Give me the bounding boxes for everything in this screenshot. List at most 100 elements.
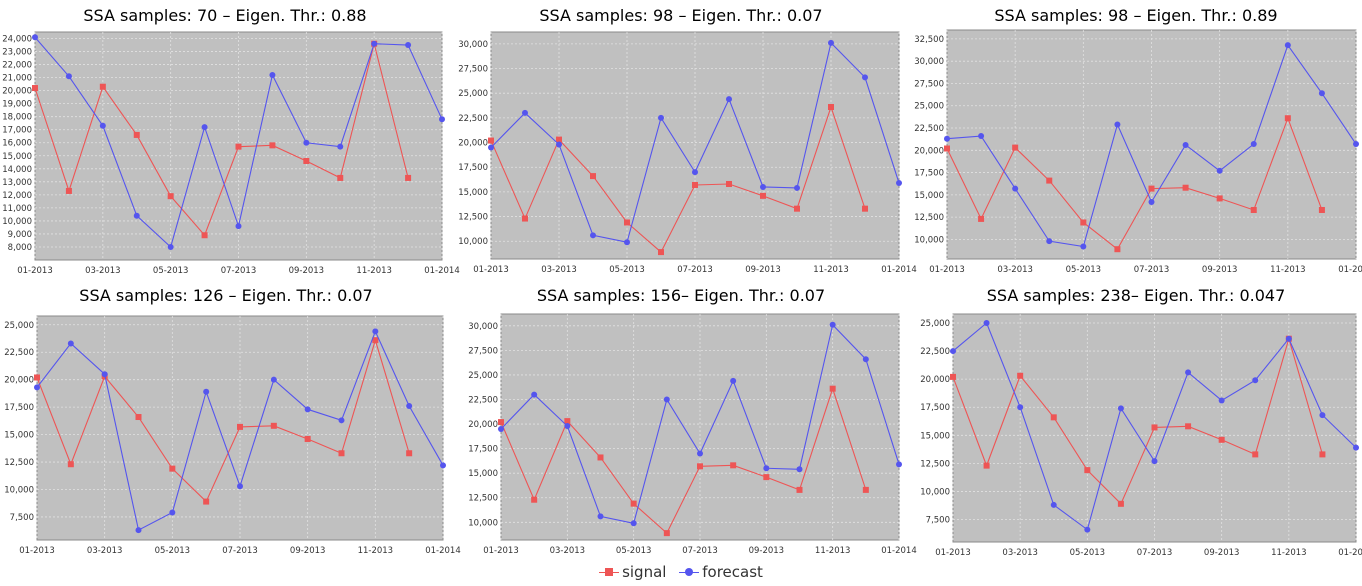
signal-point xyxy=(167,193,174,200)
x-tick-label: 07-2013 xyxy=(677,265,713,275)
forecast-point xyxy=(203,388,210,395)
y-tick-label: 18,000 xyxy=(2,113,32,123)
forecast-point xyxy=(270,376,277,383)
signal-point xyxy=(1182,184,1189,191)
forecast-point xyxy=(1151,458,1158,465)
x-tick-label: 09-2013 xyxy=(290,546,326,556)
x-tick-label: 11-2013 xyxy=(1270,265,1306,275)
chart-panel-3: SSA samples: 98 – Eigen. Thr.: 0.89 10,00… xyxy=(910,6,1362,281)
forecast-point xyxy=(944,135,950,142)
y-tick-label: 7,500 xyxy=(10,513,34,523)
x-tick-label: 05-2013 xyxy=(155,546,191,556)
chart-title: SSA samples: 98 – Eigen. Thr.: 0.07 xyxy=(539,6,823,25)
forecast-point xyxy=(1353,141,1359,148)
legend-label-signal: signal xyxy=(622,562,667,581)
signal-point xyxy=(597,454,604,461)
chart-panel-5: SSA samples: 156– Eigen. Thr.: 0.07 10,00… xyxy=(454,286,917,561)
y-tick-label: 10,000 xyxy=(2,217,32,227)
x-tick-label: 11-2013 xyxy=(1271,548,1307,558)
forecast-point xyxy=(1318,90,1325,97)
forecast-point xyxy=(862,356,869,363)
signal-point xyxy=(564,418,571,425)
forecast-point xyxy=(1252,377,1259,384)
y-tick-label: 12,500 xyxy=(458,213,488,223)
chart-title: SSA samples: 98 – Eigen. Thr.: 0.89 xyxy=(994,6,1278,25)
y-tick-label: 15,000 xyxy=(468,469,498,479)
forecast-point xyxy=(1216,167,1223,174)
forecast-point xyxy=(235,223,242,230)
signal-point xyxy=(32,85,38,92)
forecast-point xyxy=(440,462,446,469)
signal-point xyxy=(624,219,630,226)
signal-point xyxy=(630,500,637,507)
y-tick-label: 20,000 xyxy=(4,376,34,386)
forecast-point xyxy=(1114,121,1121,128)
x-tick-label: 07-2013 xyxy=(1137,548,1173,558)
x-tick-label: 01-2013 xyxy=(19,546,55,556)
forecast-point xyxy=(556,141,562,148)
y-tick-label: 25,000 xyxy=(458,89,488,99)
signal-point xyxy=(522,215,528,222)
forecast-point xyxy=(862,74,868,81)
forecast-point xyxy=(338,417,345,424)
y-tick-label: 22,500 xyxy=(458,114,488,124)
x-tick-label: 01-2013 xyxy=(473,265,509,275)
y-tick-label: 12,000 xyxy=(2,191,32,201)
forecast-point xyxy=(1250,141,1257,148)
forecast-point xyxy=(371,40,378,47)
forecast-point xyxy=(32,34,38,41)
x-tick-label: 07-2013 xyxy=(221,266,257,276)
y-tick-label: 20,000 xyxy=(458,139,488,149)
y-tick-label: 25,000 xyxy=(920,319,950,329)
signal-point xyxy=(862,205,868,212)
signal-point xyxy=(1084,467,1091,474)
signal-point xyxy=(1216,195,1223,202)
y-tick-label: 22,000 xyxy=(2,61,32,71)
forecast-point xyxy=(65,73,72,80)
forecast-point xyxy=(726,96,732,103)
x-tick-label: 03-2013 xyxy=(85,266,121,276)
forecast-point xyxy=(692,169,698,176)
signal-point xyxy=(488,137,494,144)
y-tick-label: 24,000 xyxy=(2,35,32,45)
forecast-point xyxy=(337,143,344,150)
chart-panel-2: SSA samples: 98 – Eigen. Thr.: 0.07 10,00… xyxy=(454,6,917,281)
y-tick-label: 12,500 xyxy=(4,458,34,468)
forecast-point xyxy=(133,212,140,219)
signal-point xyxy=(406,450,413,457)
forecast-point xyxy=(439,116,445,123)
y-tick-label: 25,000 xyxy=(4,321,34,331)
x-tick-label: 11-2013 xyxy=(813,265,849,275)
forecast-point xyxy=(829,321,836,328)
signal-point xyxy=(1250,206,1257,213)
signal-point xyxy=(1050,414,1057,421)
signal-point xyxy=(763,474,770,481)
y-tick-label: 10,000 xyxy=(920,487,950,497)
forecast-point xyxy=(1353,444,1359,451)
series-line-signal xyxy=(34,43,409,237)
forecast-point xyxy=(531,391,538,398)
y-tick-label: 17,500 xyxy=(920,403,950,413)
y-tick-label: 16,000 xyxy=(2,139,32,149)
forecast-point xyxy=(169,509,176,516)
chart-svg: 7,500 10,000 12,500 15,000 17,500 20,000 22,50… xyxy=(4,315,461,556)
forecast-point xyxy=(406,403,413,410)
signal-point xyxy=(1319,451,1326,458)
y-tick-label: 17,000 xyxy=(2,126,32,136)
y-tick-label: 32,500 xyxy=(914,35,944,45)
forecast-point xyxy=(1117,405,1124,412)
y-tick-label: 15,000 xyxy=(2,152,32,162)
signal-point xyxy=(338,450,345,457)
y-tick-label: 30,000 xyxy=(458,40,488,50)
y-tick-label: 12,500 xyxy=(914,213,944,223)
forecast-point xyxy=(828,39,834,46)
forecast-point xyxy=(1284,42,1291,49)
chart-title: SSA samples: 70 – Eigen. Thr.: 0.88 xyxy=(83,6,367,25)
y-tick-label: 27,500 xyxy=(468,346,498,356)
signal-point xyxy=(692,181,698,188)
x-tick-label: 03-2013 xyxy=(1002,548,1038,558)
y-tick-label: 7,500 xyxy=(926,516,950,526)
y-tick-label: 25,000 xyxy=(914,102,944,112)
x-tick-label: 05-2013 xyxy=(153,266,189,276)
forecast-point xyxy=(167,243,174,250)
